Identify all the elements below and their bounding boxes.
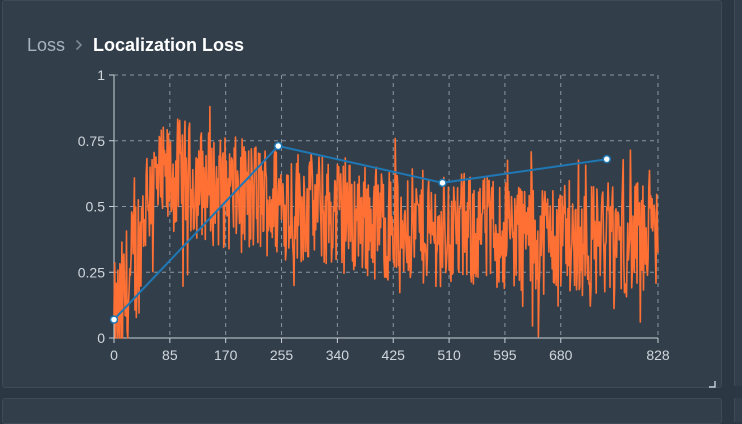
y-tick-label: 1 [97, 67, 105, 83]
smoothed-loss-point [602, 154, 612, 164]
x-tick-label: 510 [437, 347, 461, 363]
raw-loss-series [113, 105, 659, 339]
y-tick-label: 0.5 [86, 199, 106, 215]
x-tick-label: 170 [214, 347, 238, 363]
adjacent-panel-right [734, 0, 742, 386]
x-tick-label: 85 [162, 347, 178, 363]
chart-grid [114, 74, 659, 338]
smoothed-loss-point [438, 178, 447, 188]
y-tick-label: 0.75 [78, 133, 105, 149]
x-tick-label: 0 [110, 347, 118, 363]
x-tick-label: 255 [270, 347, 294, 363]
smoothed-loss-point [109, 315, 119, 324]
resize-corner-icon[interactable] [708, 375, 716, 388]
page-title: Localization Loss [93, 34, 245, 55]
y-tick-label: 0.25 [78, 264, 105, 280]
x-tick-label: 425 [382, 347, 406, 363]
chevron-right-icon [75, 39, 83, 51]
y-tick-label: 0 [97, 330, 105, 346]
smoothed-loss-line [113, 144, 607, 321]
x-tick-label: 680 [549, 347, 573, 363]
x-tick-label: 340 [326, 347, 350, 363]
breadcrumb: Loss Localization Loss [27, 34, 244, 56]
breadcrumb-parent-link[interactable]: Loss [27, 34, 66, 55]
x-tick-label: 595 [493, 347, 517, 363]
tick-labels: 0 85 170 255 340 425 510 595 680 828 0 0.25 0.5 0.75 1 [78, 67, 670, 363]
smoothed-loss-point [274, 141, 283, 151]
x-tick-label: 828 [646, 347, 670, 363]
raw-loss-line [113, 105, 659, 339]
adjacent-panel-corner [734, 398, 742, 422]
smoothed-loss-series [109, 141, 612, 324]
